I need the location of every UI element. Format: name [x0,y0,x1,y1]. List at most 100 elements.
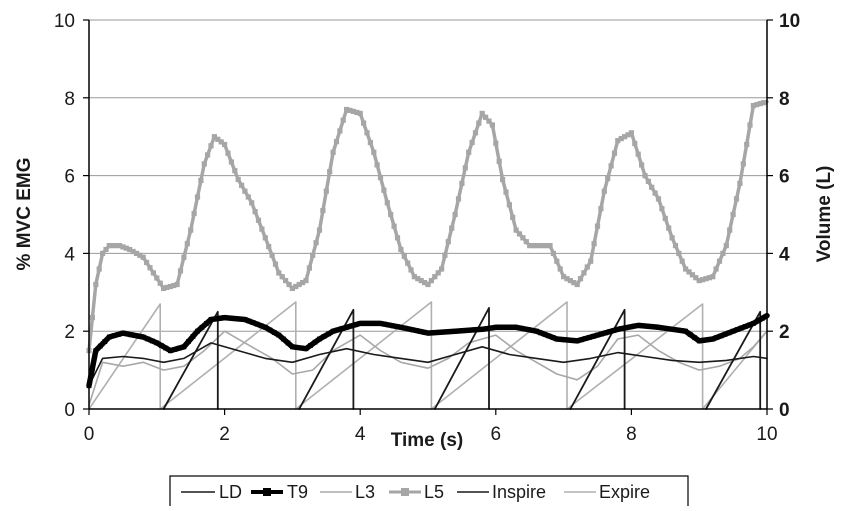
series-point-l5 [330,149,336,155]
series-point-l5 [215,136,221,142]
series-point-t9 [550,335,556,340]
series-point-t9 [683,328,688,334]
series-point-l5 [283,278,289,284]
series-point-l5 [272,261,279,267]
series-point-l5 [689,272,695,278]
series-point-t9 [623,325,629,331]
series-point-l5 [666,225,672,231]
series-point-t9 [742,324,748,329]
series-point-l5 [266,244,272,250]
series-point-t9 [226,315,232,321]
series-point-t9 [591,333,596,339]
series-point-l5 [649,184,655,190]
series-point-t9 [714,335,720,340]
series-point-t9 [429,330,435,336]
series-point-l5 [127,246,133,253]
series-point-l5 [310,252,316,258]
series-point-l5 [303,278,309,284]
series-point-l5 [632,140,638,147]
series-point-l5 [472,130,479,136]
series-point-l5 [130,248,136,255]
series-point-t9 [97,343,103,349]
series-point-l5 [174,281,180,288]
x-tick-label: 6 [491,424,502,445]
series-point-l5 [686,269,692,275]
series-point-t9 [554,336,560,342]
series-point-t9 [534,328,539,334]
series-point-l5 [255,217,262,223]
series-point-l5 [523,239,529,245]
series-point-t9 [652,324,657,330]
series-point-l5 [262,235,268,241]
series-point-t9 [406,326,411,332]
series-point-t9 [656,324,661,330]
series-point-l5 [103,246,109,253]
series-point-t9 [627,324,633,330]
series-point-l5 [228,159,234,165]
series-point-t9 [106,334,112,340]
legend-label-t9: T9 [287,482,308,502]
series-point-l5 [279,274,285,280]
series-point-l5 [218,139,224,145]
y-tick-label-left: 0 [64,400,75,421]
legend-label-inspire: Inspire [492,482,546,502]
series-point-t9 [386,322,392,328]
series-point-t9 [267,327,273,333]
series-point-t9 [484,326,490,331]
series-point-l5 [222,141,228,148]
series-point-t9 [582,336,588,341]
series-point-l5 [259,226,265,232]
series-point-t9 [158,343,164,348]
series-point-t9 [111,333,117,339]
series-point-t9 [290,344,295,350]
series-point-l5 [428,278,434,284]
series-point-t9 [648,324,653,329]
series-point-t9 [635,323,641,328]
series-point-l5 [300,280,306,286]
series-point-t9 [120,330,126,336]
series-point-l5 [388,211,394,218]
series-point-t9 [464,328,470,333]
series-point-l5 [584,264,590,270]
series-point-t9 [357,321,363,326]
series-point-l5 [561,274,567,280]
series-point-t9 [663,326,669,331]
series-point-l5 [700,277,706,283]
series-point-l5 [239,182,245,188]
series-point-l5 [679,258,685,264]
y-tick-label-left: 2 [64,322,75,343]
series-point-l5 [547,243,553,249]
series-point-l5 [205,152,211,158]
series-point-l5 [293,283,299,290]
series-line-inspire [162,307,762,410]
series-point-l5 [323,188,329,194]
series-point-l5 [418,278,424,284]
series-point-t9 [312,339,318,345]
series-point-t9 [445,329,450,335]
series-point-l5 [706,275,712,281]
series-point-t9 [374,321,379,326]
series-point-t9 [276,332,282,338]
series-point-t9 [199,324,205,330]
y-axis-right-title: Volume (L) [814,166,835,263]
series-point-l5 [401,253,407,259]
series-point-t9 [365,321,371,326]
series-point-l5 [727,227,733,233]
series-point-t9 [294,345,300,350]
series-point-l5 [381,187,387,193]
y-tick-label-right: 10 [779,11,800,32]
series-point-l5 [289,285,295,291]
series-point-l5 [652,190,658,196]
series-point-l5 [140,254,146,260]
series-point-l5 [113,243,119,249]
series-point-l5 [445,239,451,245]
legend-label-l5: L5 [424,482,444,502]
series-point-t9 [456,328,462,334]
series-point-l5 [320,208,326,214]
series-point-t9 [213,316,218,322]
series-point-t9 [643,323,649,329]
series-point-l5 [333,139,340,145]
series-point-l5 [177,268,184,274]
series-point-t9 [410,327,415,333]
series-point-l5 [744,141,750,148]
